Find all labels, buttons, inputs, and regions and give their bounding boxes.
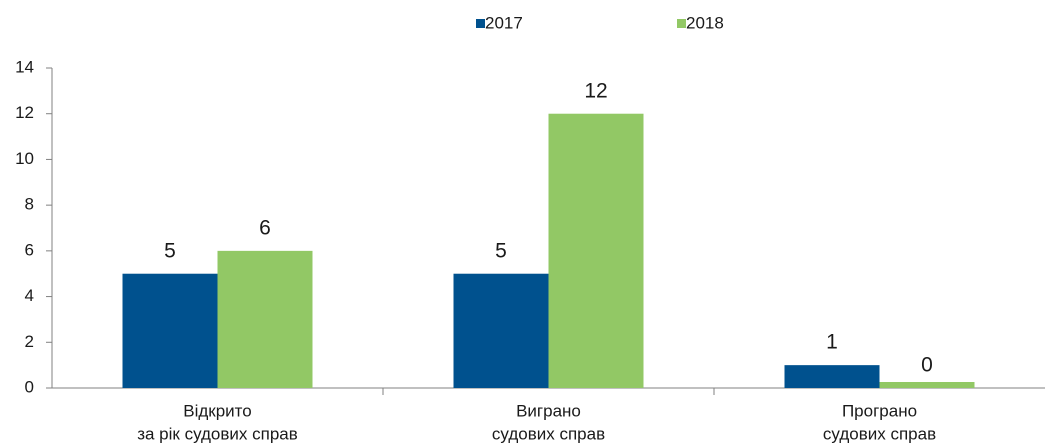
y-tick-label: 4 <box>25 286 34 305</box>
bar <box>217 250 313 388</box>
y-tick-label: 0 <box>25 377 34 396</box>
x-tick-label: за рік судових справ <box>137 424 298 443</box>
y-tick-label: 6 <box>25 240 34 259</box>
legend-label: 2017 <box>485 13 523 32</box>
y-tick-label: 12 <box>15 103 34 122</box>
x-tick-label: судових справ <box>823 424 936 443</box>
data-label: 5 <box>495 239 507 262</box>
y-tick-label: 8 <box>25 195 34 214</box>
legend-label: 2018 <box>686 13 724 32</box>
bar <box>453 273 549 388</box>
legend-swatch <box>677 19 686 28</box>
bar <box>548 113 644 388</box>
x-tick-label: Виграно <box>516 401 581 420</box>
data-label: 0 <box>921 354 933 377</box>
data-label: 1 <box>826 331 838 354</box>
y-tick-label: 2 <box>25 332 34 351</box>
x-tick-label: Програно <box>842 401 917 420</box>
bar <box>784 365 880 388</box>
data-label: 5 <box>164 239 176 262</box>
y-tick-label: 14 <box>15 57 34 76</box>
legend-swatch <box>476 19 485 28</box>
bar <box>122 273 218 388</box>
x-tick-label: Відкрито <box>183 401 251 420</box>
y-tick-label: 10 <box>15 149 34 168</box>
data-label: 12 <box>584 79 607 102</box>
x-tick-label: судових справ <box>492 424 605 443</box>
data-label: 6 <box>259 216 271 239</box>
